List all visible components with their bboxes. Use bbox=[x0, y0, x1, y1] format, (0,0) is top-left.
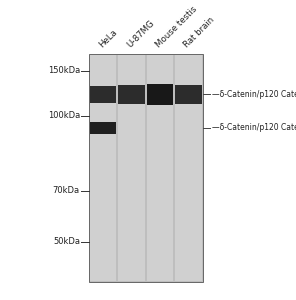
Bar bbox=[118, 85, 145, 103]
Bar bbox=[176, 55, 202, 281]
Bar bbox=[147, 84, 173, 105]
Text: Rat brain: Rat brain bbox=[182, 15, 216, 50]
Bar bbox=[147, 55, 173, 281]
Text: —δ-Catenin/p120 Catenin: —δ-Catenin/p120 Catenin bbox=[212, 90, 296, 99]
Bar bbox=[176, 85, 202, 103]
Text: HeLa: HeLa bbox=[97, 28, 118, 50]
Text: 70kDa: 70kDa bbox=[53, 186, 80, 195]
Bar bbox=[118, 55, 145, 281]
Bar bbox=[90, 55, 116, 281]
Text: 50kDa: 50kDa bbox=[53, 237, 80, 246]
Text: 100kDa: 100kDa bbox=[48, 111, 80, 120]
Text: U-87MG: U-87MG bbox=[125, 19, 156, 50]
Text: 150kDa: 150kDa bbox=[48, 66, 80, 75]
Text: —δ-Catenin/p120 Catenin: —δ-Catenin/p120 Catenin bbox=[212, 123, 296, 132]
Text: Mouse testis: Mouse testis bbox=[154, 5, 199, 50]
Bar bbox=[90, 122, 116, 134]
Bar bbox=[90, 86, 116, 103]
Bar bbox=[89, 54, 203, 282]
